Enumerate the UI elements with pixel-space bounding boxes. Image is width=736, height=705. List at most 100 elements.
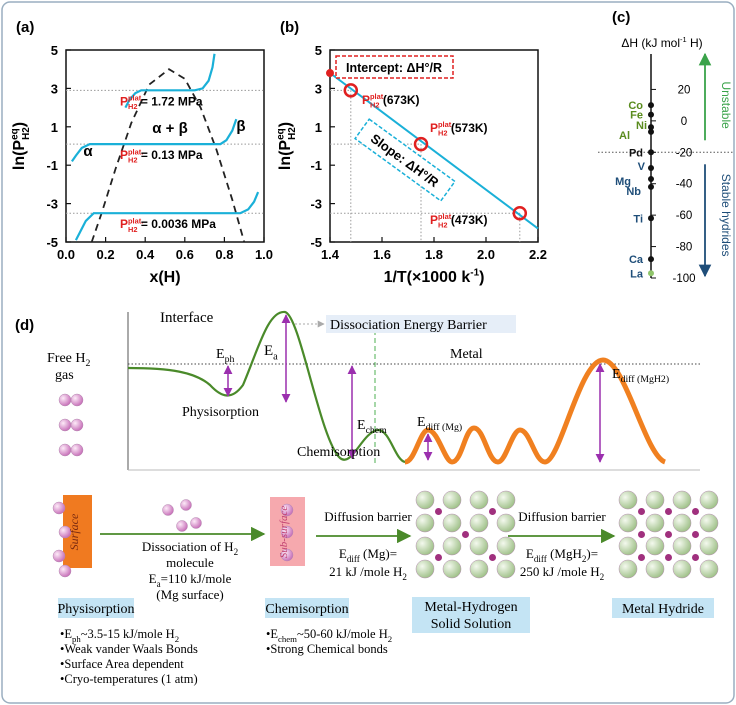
element-label: Ti — [633, 213, 643, 225]
subsurface-label: Sub-surface — [278, 506, 290, 559]
point-label: Pplat. H2 (573K) — [430, 120, 488, 137]
stage-label: Solid Solution — [431, 617, 512, 632]
panel-label: (b) — [280, 19, 299, 36]
text-part: diff (MgH2) — [621, 374, 670, 385]
text-part: P — [362, 93, 370, 107]
text-part: 2 — [234, 547, 239, 557]
step-text: Diffusion barrier — [324, 509, 412, 524]
step-text: 250 kJ /mole H2 — [520, 564, 605, 582]
text-part: H2 — [128, 225, 138, 234]
text-part: E — [216, 347, 225, 362]
y-tick-label: -100 — [672, 273, 695, 285]
text-part: H2 — [21, 127, 32, 140]
hydrogen — [489, 508, 496, 515]
isotherm — [74, 191, 260, 241]
note: •Echem~50-60 kJ/mole H2 — [266, 627, 392, 644]
atom — [469, 490, 489, 510]
atom — [58, 525, 72, 539]
diagram-label: Dissociation Energy Barrier — [330, 318, 487, 333]
x-tick-label: 2.2 — [529, 247, 547, 262]
text-part: diff — [347, 554, 361, 564]
hydrogen — [692, 508, 699, 515]
element-label: Pd — [629, 147, 643, 159]
axis-title: ΔH (kJ mol-1 H) — [621, 35, 702, 50]
phase-label: β — [236, 118, 245, 135]
y-tick-label: -5 — [310, 235, 322, 250]
atom — [672, 513, 692, 533]
hydrogen — [638, 554, 645, 561]
plateau-label: Pplat. H2 = 0.13 MPa — [120, 147, 203, 164]
atom — [58, 418, 72, 432]
panel-label: (d) — [15, 317, 34, 334]
data-point — [512, 205, 528, 221]
y-tick-label: 5 — [315, 43, 322, 58]
phase-boundary — [90, 68, 246, 243]
isotherm — [70, 118, 238, 163]
text-part: E — [264, 343, 273, 359]
text-part: plat. — [438, 120, 453, 129]
diffusion-curve — [404, 357, 667, 465]
diagram-label: Free H2 — [47, 351, 91, 369]
element-dot — [648, 149, 654, 156]
surface-label: Surface — [67, 513, 81, 550]
text-part: plat. — [438, 212, 453, 221]
stage-label: Physisorption — [57, 602, 134, 617]
label-box — [612, 598, 714, 618]
atom — [442, 513, 462, 533]
element-label: Nb — [626, 186, 641, 198]
diagram-label: Physisorption — [182, 405, 259, 420]
x-axis-label: x(H) — [149, 269, 180, 286]
hydrogen — [665, 508, 672, 515]
text-part: P — [430, 213, 438, 227]
panel-label: (a) — [16, 19, 34, 36]
label-box — [412, 597, 530, 633]
note: •Cryo-temperatures (1 atm) — [60, 672, 198, 686]
atom — [496, 490, 516, 510]
text-part: E — [339, 546, 347, 561]
text-part: ) — [11, 122, 28, 127]
text-part: 2 — [175, 634, 179, 644]
atom — [496, 559, 516, 579]
step-text: Ediff (MgH2)= — [526, 546, 598, 564]
element-label: V — [638, 161, 646, 173]
text-part: ) — [277, 122, 294, 127]
slope-frame — [354, 118, 456, 202]
y-tick-label: 0 — [681, 116, 687, 128]
atom — [280, 503, 294, 517]
text-part: = 1.72 MPa — [138, 94, 203, 108]
diagram-label: gas — [55, 368, 74, 383]
atom — [496, 513, 516, 533]
text-part: chem — [366, 425, 388, 436]
diagram-label: Ediff (MgH2) — [612, 367, 669, 385]
atom — [645, 513, 665, 533]
text-part: plat. — [128, 147, 143, 156]
isotherm — [124, 53, 216, 109]
atom — [280, 548, 294, 562]
atom — [672, 559, 692, 579]
x-tick-label: 0.8 — [215, 247, 233, 262]
x-tick-label: 0.4 — [136, 247, 155, 262]
text-part: ΔH (kJ mol — [621, 36, 680, 50]
element-dot — [648, 128, 654, 135]
text-part: H) — [687, 36, 703, 50]
text-part: (Mg)= — [360, 546, 397, 561]
atom — [70, 393, 84, 407]
text-part: Free H — [47, 351, 86, 366]
y-tick-label: -40 — [676, 179, 693, 191]
hydrogen — [692, 531, 699, 538]
atom — [469, 559, 489, 579]
note: •Surface Area dependent — [60, 657, 184, 671]
text-part: P — [120, 94, 128, 108]
atom — [672, 490, 692, 510]
y-tick-label: -1 — [46, 158, 58, 173]
plot-frame — [65, 49, 265, 243]
text-part: diff (Mg) — [426, 422, 463, 433]
element-dot — [648, 124, 654, 131]
hydrogen — [489, 554, 496, 561]
intercept-label: Intercept: ΔH°/R — [346, 61, 442, 75]
hydrogen — [435, 508, 442, 515]
y-tick-label: 3 — [51, 81, 58, 96]
atom — [645, 536, 665, 556]
